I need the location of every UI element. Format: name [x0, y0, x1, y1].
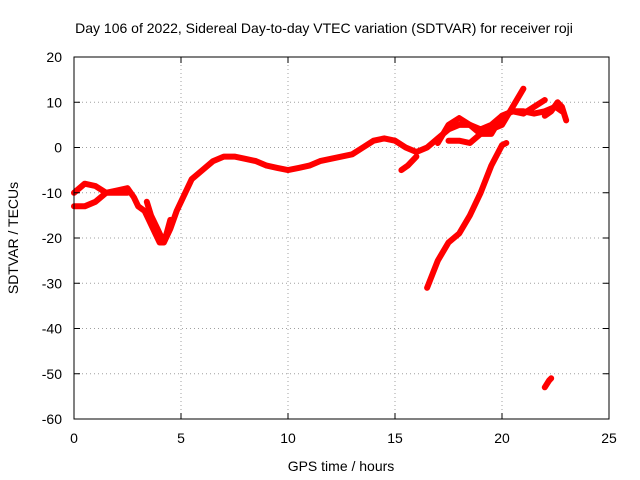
series-track-end — [541, 99, 570, 124]
series-track-short — [398, 153, 420, 174]
chart-title: Day 106 of 2022, Sidereal Day-to-day VTE… — [75, 20, 573, 36]
x-tick-label: 20 — [494, 430, 510, 446]
series-layer — [71, 85, 570, 391]
y-tick-label: -20 — [42, 230, 62, 246]
x-tick-label: 10 — [280, 430, 296, 446]
series-track-dip — [143, 198, 174, 241]
y-tick-label: 10 — [46, 94, 62, 110]
x-axis-label: GPS time / hours — [288, 458, 395, 474]
y-tick-label: 0 — [54, 140, 62, 156]
series-track-rising — [424, 140, 510, 291]
x-tick-label: 25 — [601, 430, 617, 446]
y-tick-label: -60 — [42, 411, 62, 427]
y-tick-label: -40 — [42, 321, 62, 337]
y-tick-label: 20 — [46, 49, 62, 65]
y-tick-label: -10 — [42, 185, 62, 201]
series-track-lower — [71, 189, 131, 210]
y-tick-label: -30 — [42, 275, 62, 291]
y-tick-label: -50 — [42, 366, 62, 382]
y-axis-ticks: -60 -50 -40 -30 -20 -10 0 10 20 — [42, 49, 609, 427]
x-axis-ticks: 0 5 10 15 20 25 — [70, 57, 617, 446]
x-tick-label: 15 — [387, 430, 403, 446]
series-track-isolated — [541, 375, 555, 391]
x-tick-label: 0 — [70, 430, 78, 446]
x-tick-label: 5 — [177, 430, 185, 446]
y-axis-label: SDTVAR / TECUs — [5, 182, 21, 294]
series-track-late — [445, 97, 548, 146]
